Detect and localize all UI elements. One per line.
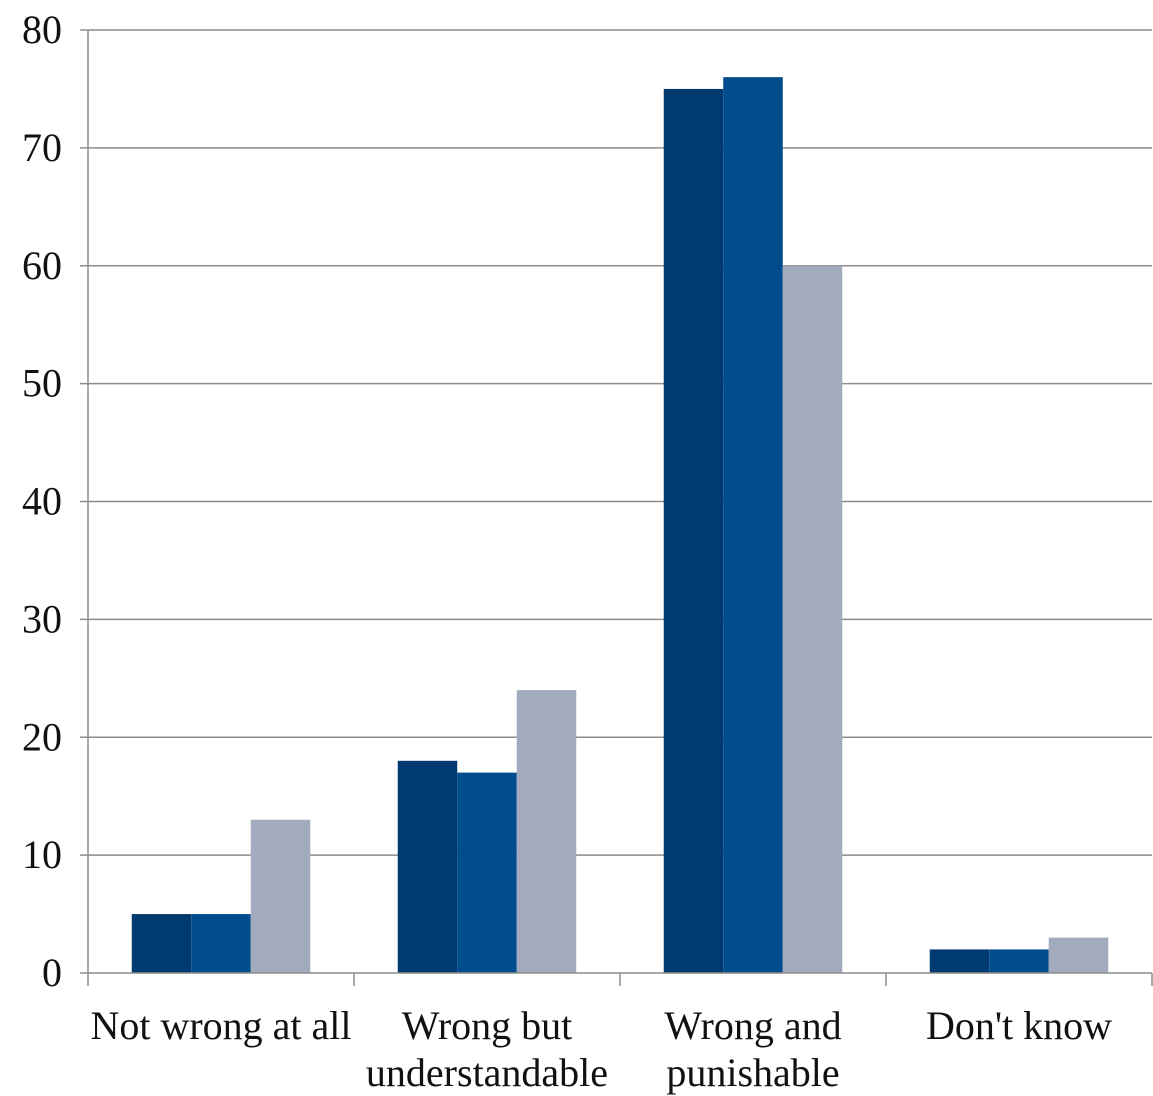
y-tick-label: 10 xyxy=(22,832,62,877)
y-tick-label: 20 xyxy=(22,714,62,759)
bar xyxy=(989,949,1049,973)
bar xyxy=(663,88,724,973)
x-category-label: Wrong but xyxy=(402,1003,573,1048)
bars xyxy=(131,77,1109,973)
y-tick-label: 30 xyxy=(22,596,62,641)
y-tick-label: 50 xyxy=(22,361,62,406)
bar xyxy=(457,772,517,973)
y-tick-label: 60 xyxy=(22,243,62,288)
x-category-label: Don't know xyxy=(926,1003,1112,1048)
bar xyxy=(929,949,990,973)
bar xyxy=(250,819,311,973)
labels: 0 10 20 30 40 50 60 70 80 Not wrong at all Wrong b… xyxy=(22,7,1112,1095)
bar xyxy=(516,690,577,973)
bar xyxy=(723,77,783,973)
x-category-label: understandable xyxy=(366,1050,608,1095)
x-category-label: punishable xyxy=(666,1050,839,1095)
x-category-label: Not wrong at all xyxy=(90,1003,351,1048)
bar xyxy=(191,914,251,973)
axes xyxy=(80,29,1153,986)
y-tick-label: 40 xyxy=(22,479,62,524)
y-tick-label: 80 xyxy=(22,7,62,52)
y-tick-label: 0 xyxy=(42,950,62,995)
bar xyxy=(131,914,192,973)
bar xyxy=(397,760,458,973)
gridlines xyxy=(88,29,1152,856)
y-tick-label: 70 xyxy=(22,125,62,170)
bar xyxy=(1048,937,1109,973)
bar xyxy=(782,265,843,973)
x-category-label: Wrong and xyxy=(664,1003,841,1048)
